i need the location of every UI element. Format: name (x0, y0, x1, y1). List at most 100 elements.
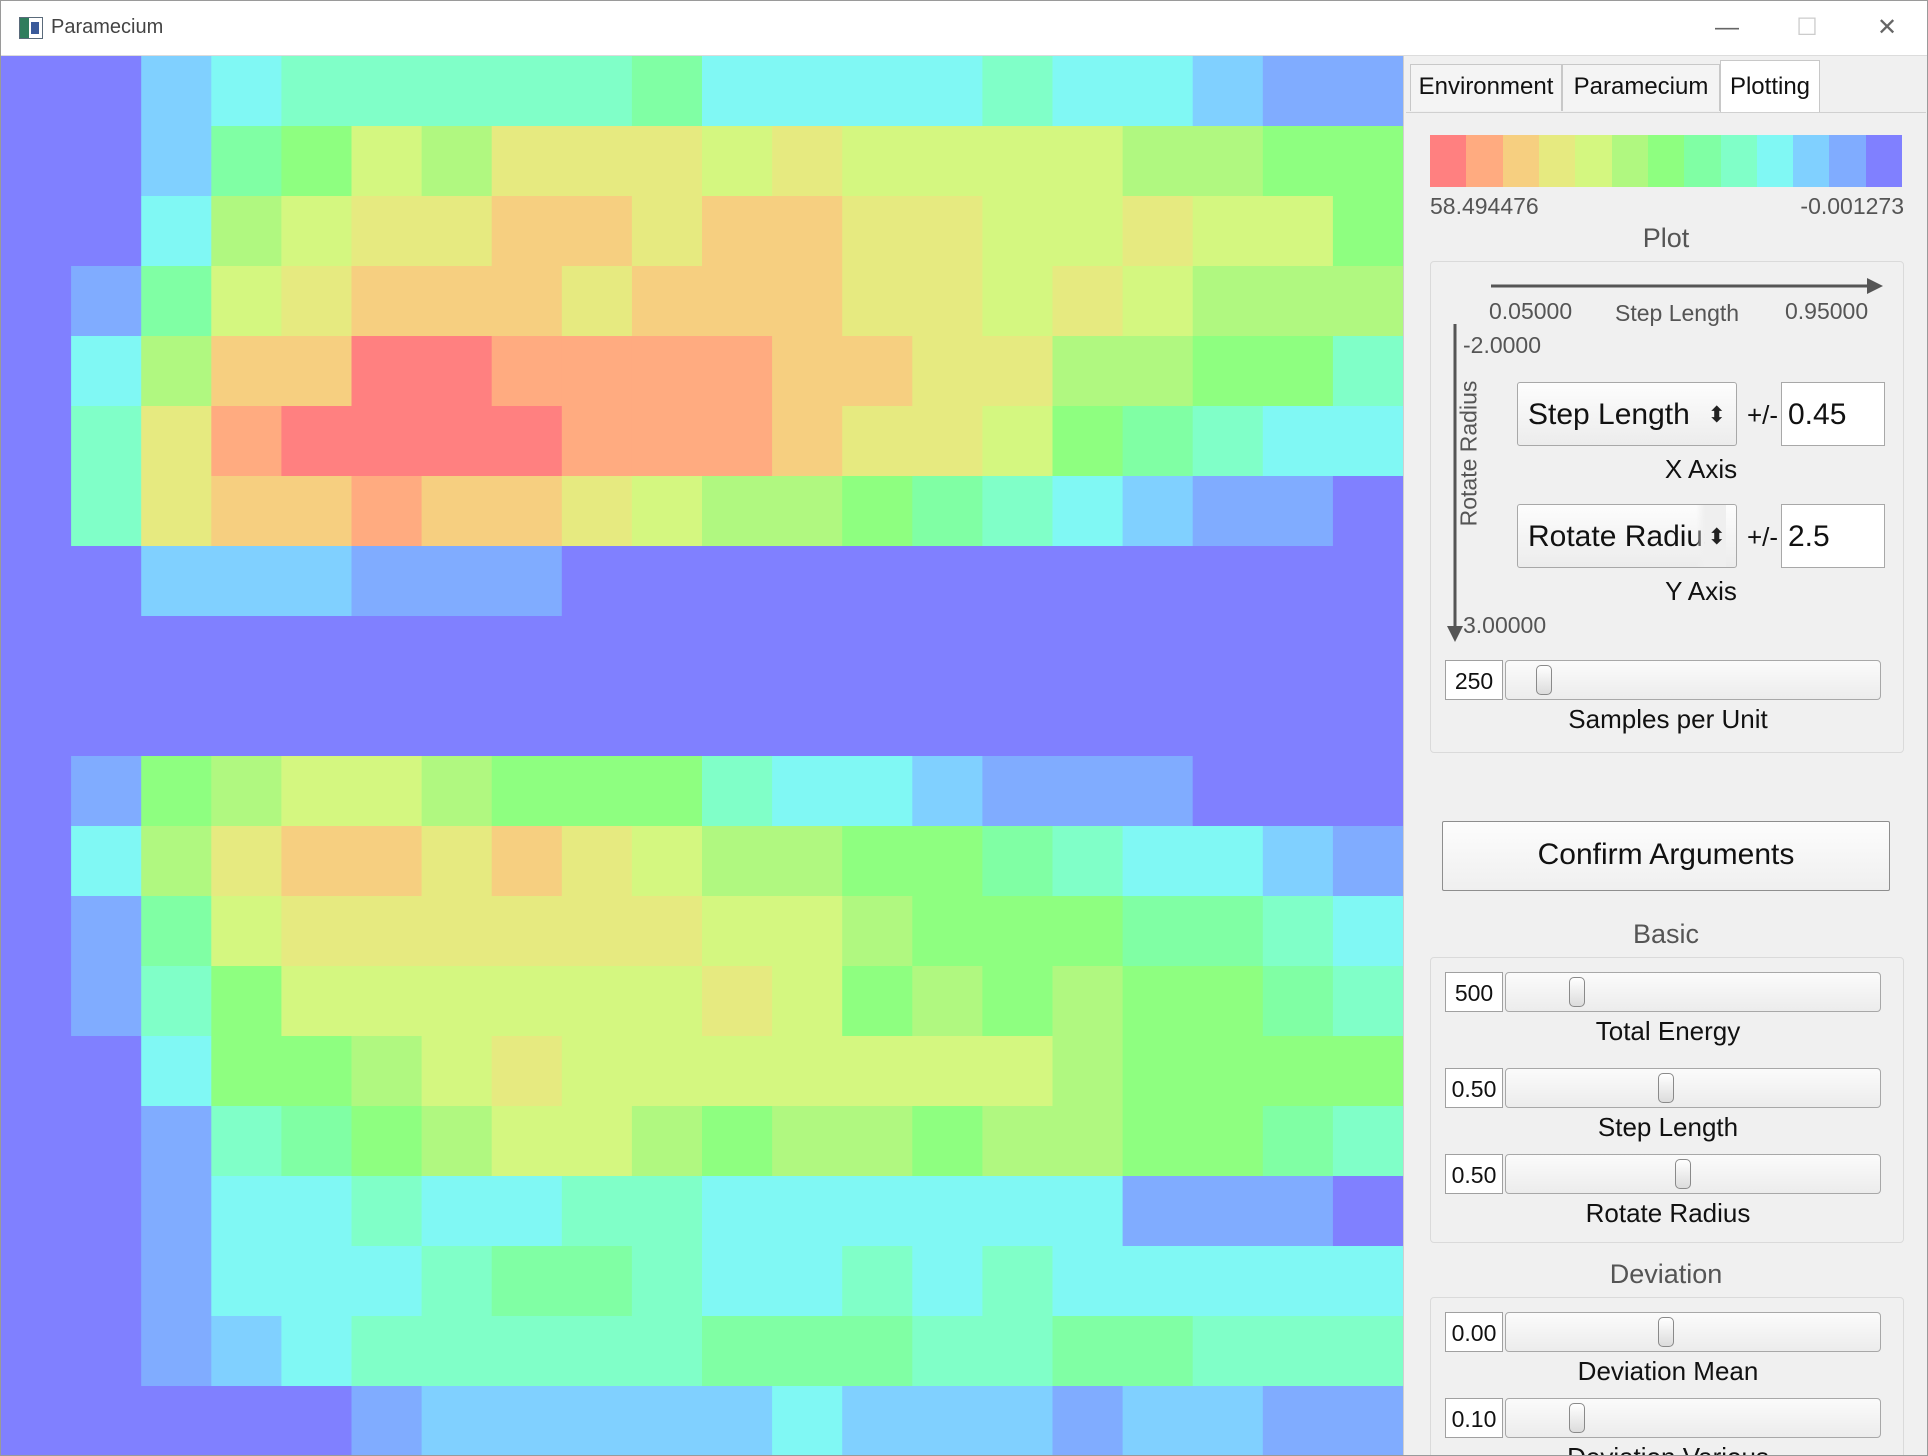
rotate-radius-slider-handle[interactable] (1675, 1159, 1691, 1189)
samples-value-field[interactable]: 250 (1445, 660, 1503, 700)
total-energy-value[interactable]: 500 (1445, 972, 1503, 1012)
deviation-mean-slider-handle[interactable] (1658, 1317, 1674, 1347)
deviation-group: 0.00 Deviation Mean 0.10 Deviation Vario… (1430, 1297, 1904, 1455)
heatmap-plot[interactable] (1, 56, 1403, 1455)
heatmap-cell (351, 1246, 423, 1317)
tab-paramecium[interactable]: Paramecium (1562, 64, 1720, 111)
heatmap-cell (491, 1316, 563, 1387)
heatmap-cell (71, 406, 142, 477)
heatmap-cell (281, 476, 353, 547)
heatmap-cell (1122, 616, 1194, 687)
tab-environment[interactable]: Environment (1410, 64, 1562, 111)
deviation-mean-slider[interactable] (1505, 1312, 1881, 1352)
y-tolerance-input[interactable]: 2.5 (1781, 504, 1885, 568)
step-length-slider[interactable] (1505, 1068, 1881, 1108)
basic-group: 500 Total Energy 0.50 Step Length 0.50 (1430, 957, 1904, 1243)
heatmap-cell (491, 476, 563, 547)
heatmap-cell (211, 1036, 282, 1107)
deviation-mean-value[interactable]: 0.00 (1445, 1312, 1503, 1352)
heatmap-cell (211, 406, 282, 477)
legend-swatch (1647, 135, 1685, 187)
deviation-various-slider-handle[interactable] (1569, 1403, 1585, 1433)
heatmap-cell (912, 966, 983, 1037)
x-tolerance-input[interactable]: 0.45 (1781, 382, 1885, 446)
heatmap-cell (842, 896, 913, 967)
confirm-arguments-button[interactable]: Confirm Arguments (1442, 821, 1890, 891)
heatmap-cell (351, 1176, 423, 1247)
heatmap-cell (1052, 406, 1124, 477)
heatmap-cell (141, 126, 212, 197)
deviation-mean-caption: Deviation Mean (1577, 1356, 1759, 1386)
heatmap-cell (1262, 686, 1334, 757)
heatmap-cell (842, 56, 913, 127)
deviation-various-value[interactable]: 0.10 (1445, 1398, 1503, 1438)
heatmap-cell (1122, 826, 1194, 897)
maximize-button[interactable]: ☐ (1796, 14, 1818, 41)
updown-arrow-icon: ⬍ (1695, 505, 1726, 567)
heatmap-cell (1332, 1176, 1403, 1247)
heatmap-cell (1, 126, 72, 197)
heatmap-cell (842, 266, 913, 337)
heatmap-cell (421, 126, 493, 197)
heatmap-cell (772, 966, 843, 1037)
legend-max-value: 58.494476 (1430, 193, 1539, 219)
heatmap-cell (421, 336, 493, 407)
total-energy-slider-handle[interactable] (1569, 977, 1585, 1007)
heatmap-cell (631, 756, 703, 827)
heatmap-cell (71, 56, 142, 127)
heatmap-cell (421, 1316, 493, 1387)
heatmap-cell (1, 966, 72, 1037)
heatmap-cell (702, 616, 773, 687)
deviation-various-slider[interactable] (1505, 1398, 1881, 1438)
tab-plotting[interactable]: Plotting (1720, 60, 1820, 113)
heatmap-cell (982, 896, 1054, 967)
plot-group-title: Plot (1642, 223, 1690, 253)
samples-slider[interactable] (1505, 660, 1881, 700)
close-button[interactable]: ✕ (1876, 14, 1898, 41)
step-length-value[interactable]: 0.50 (1445, 1068, 1503, 1108)
heatmap-cell (702, 126, 773, 197)
heatmap-cell (631, 1106, 703, 1177)
heatmap-cell (1262, 826, 1334, 897)
heatmap-cell (1052, 476, 1124, 547)
step-length-slider-handle[interactable] (1658, 1073, 1674, 1103)
rotate-radius-slider[interactable] (1505, 1154, 1881, 1194)
heatmap-cell (561, 126, 633, 197)
heatmap-cell (1192, 546, 1264, 617)
heatmap-cell (842, 1316, 913, 1387)
total-energy-slider[interactable] (1505, 972, 1881, 1012)
heatmap-cell (1262, 126, 1334, 197)
heatmap-cell (141, 756, 212, 827)
heatmap-cell (1, 896, 72, 967)
axis-arrows (1447, 278, 1883, 642)
heatmap-cell (211, 1106, 282, 1177)
heatmap-cell (1262, 266, 1334, 337)
heatmap-cell (842, 196, 913, 267)
rotate-radius-value[interactable]: 0.50 (1445, 1154, 1503, 1194)
heatmap-cell (351, 1106, 423, 1177)
heatmap-cell (1332, 546, 1403, 617)
heatmap-cell (1, 266, 72, 337)
heatmap-cell (982, 1246, 1054, 1317)
heatmap-cell (842, 476, 913, 547)
heatmap-cell (141, 1316, 212, 1387)
heatmap-cell (912, 266, 983, 337)
y-param-value: Rotate Radius (1528, 520, 1719, 553)
heatmap-cell (561, 966, 633, 1037)
heatmap-cell (281, 196, 353, 267)
heatmap-cell (842, 616, 913, 687)
samples-slider-handle[interactable] (1536, 665, 1552, 695)
heatmap-cell (1332, 266, 1403, 337)
heatmap-cell (421, 966, 493, 1037)
heatmap-cell (702, 1316, 773, 1387)
heatmap-cell (351, 756, 423, 827)
heatmap-cell (1052, 756, 1124, 827)
heatmap-cell (1052, 1316, 1124, 1387)
minimize-button[interactable]: — (1715, 14, 1739, 41)
x-param-select[interactable]: Step Length ⬍ (1517, 382, 1737, 446)
heatmap-cell (631, 1386, 703, 1455)
heatmap-cell (491, 126, 563, 197)
heatmap-cell (421, 56, 493, 127)
heatmap-cell (842, 336, 913, 407)
y-param-select[interactable]: Rotate Radius ⬍ (1517, 504, 1737, 568)
